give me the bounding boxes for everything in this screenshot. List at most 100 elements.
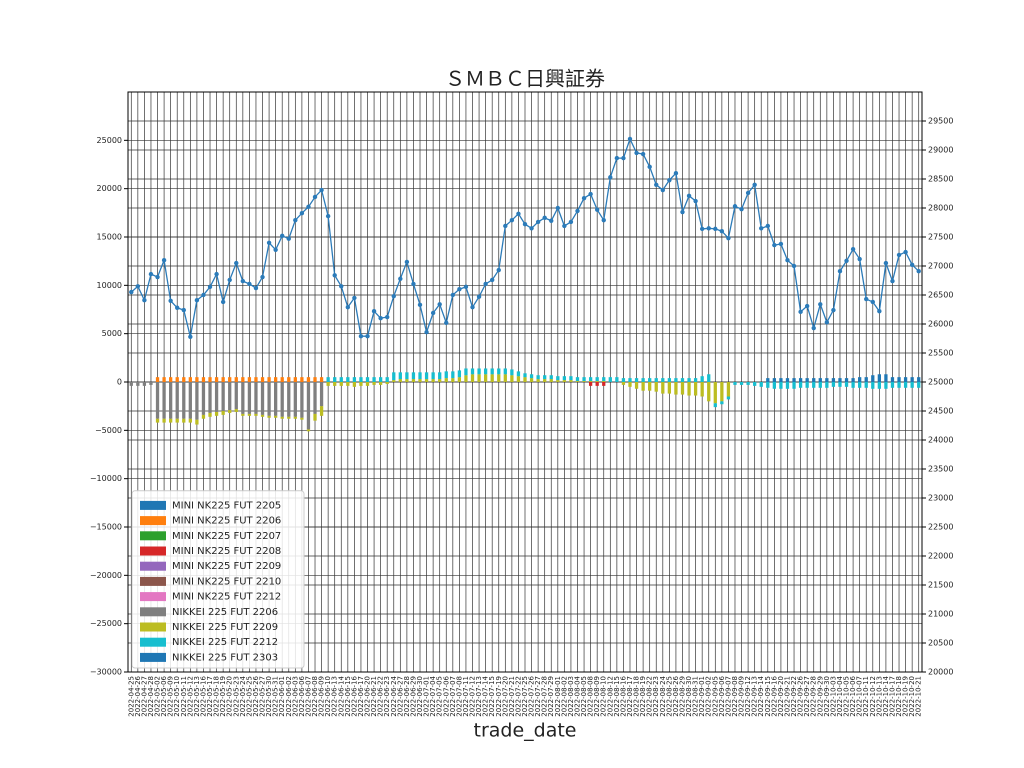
bar xyxy=(851,378,855,382)
bar xyxy=(805,382,809,388)
bar xyxy=(260,377,265,382)
price-point xyxy=(870,299,875,305)
x-tick-label: 2022-09-07 xyxy=(724,676,732,717)
bar xyxy=(306,377,311,382)
y-tick-label: −15000 xyxy=(90,523,122,532)
x-tick-label: 2022-09-05 xyxy=(711,676,719,717)
price-point xyxy=(293,217,298,223)
bar xyxy=(844,378,849,382)
x-tick-label: 2022-10-19 xyxy=(902,676,910,717)
price-point xyxy=(542,215,547,221)
price-point xyxy=(319,187,324,193)
price-point xyxy=(345,304,351,310)
price-point xyxy=(857,256,862,262)
bar xyxy=(234,409,238,412)
x-tick-label: 2022-09-01 xyxy=(698,676,706,717)
x-tick-label: 2022-06-03 xyxy=(291,676,299,717)
bar xyxy=(405,379,409,382)
x-tick-label: 2022-10-18 xyxy=(895,676,903,717)
x-tick-label: 2022-08-23 xyxy=(652,676,660,717)
bar xyxy=(733,382,737,385)
bar xyxy=(595,381,599,382)
y2-tick-label: 20500 xyxy=(928,639,953,648)
price-point xyxy=(686,193,692,199)
bar xyxy=(497,368,501,375)
price-point xyxy=(804,303,810,309)
bar xyxy=(287,416,291,419)
bar xyxy=(319,382,324,407)
x-tick-label: 2022-05-31 xyxy=(272,676,280,717)
price-point xyxy=(280,233,285,239)
x-tick-label: 2022-05-19 xyxy=(219,676,227,717)
bar xyxy=(897,377,901,382)
bar xyxy=(812,378,816,382)
x-tick-label: 2022-09-12 xyxy=(744,676,752,717)
bar xyxy=(254,377,258,382)
bar xyxy=(687,378,691,382)
price-point xyxy=(266,240,272,245)
price-point xyxy=(188,334,193,339)
y-tick-label: 20000 xyxy=(97,184,122,193)
price-point xyxy=(791,263,797,269)
bar xyxy=(405,372,409,380)
x-tick-label: 2022-06-22 xyxy=(377,676,385,717)
x-tick-label: 2022-09-22 xyxy=(790,676,798,717)
bar xyxy=(287,382,291,417)
bar xyxy=(247,413,252,416)
bar xyxy=(149,382,153,385)
price-point xyxy=(332,273,337,278)
x-tick-label: 2022-07-27 xyxy=(534,676,542,717)
bar xyxy=(451,378,455,382)
price-point xyxy=(306,204,311,210)
bar xyxy=(516,376,521,382)
price-point xyxy=(444,320,449,326)
bar xyxy=(739,382,744,385)
price-point xyxy=(916,269,921,274)
bar xyxy=(523,373,527,378)
y-tick-label: −5000 xyxy=(95,426,122,435)
bar xyxy=(628,382,632,387)
bar xyxy=(746,382,750,385)
price-point xyxy=(568,219,574,225)
x-tick-label: 2022-07-04 xyxy=(429,675,437,716)
bar xyxy=(339,382,343,386)
bar xyxy=(674,382,678,395)
bar xyxy=(477,374,481,382)
bar xyxy=(214,377,219,382)
x-tick-label: 2022-07-21 xyxy=(508,676,516,717)
bar xyxy=(575,377,580,382)
x-tick-label: 2022-08-09 xyxy=(593,676,601,717)
x-tick-label: 2022-08-15 xyxy=(613,676,621,717)
y2-tick-label: 26500 xyxy=(928,291,953,300)
bar xyxy=(477,368,481,375)
x-tick-label: 2022-06-10 xyxy=(324,676,332,717)
bar xyxy=(884,382,888,389)
price-point xyxy=(745,190,751,196)
bar xyxy=(201,414,206,419)
bar xyxy=(300,377,304,382)
price-point xyxy=(903,249,908,255)
bar xyxy=(438,372,442,380)
price-point xyxy=(594,207,600,212)
bar xyxy=(339,377,343,382)
x-tick-label: 2022-07-19 xyxy=(495,676,503,717)
bar xyxy=(785,378,790,382)
bar xyxy=(365,377,370,382)
bar xyxy=(602,381,606,382)
bar xyxy=(543,379,547,382)
bar xyxy=(444,378,448,382)
y2-tick-label: 24000 xyxy=(928,436,953,445)
x-tick-label: 2022-07-22 xyxy=(514,676,522,717)
legend-label: MINI NK225 FUT 2210 xyxy=(172,576,281,587)
bar xyxy=(457,370,462,378)
price-point xyxy=(483,281,488,287)
y2-tick-label: 24500 xyxy=(928,407,953,416)
price-point xyxy=(247,281,252,287)
legend-label: MINI NK225 FUT 2207 xyxy=(172,531,281,542)
x-tick-label: 2022-09-06 xyxy=(718,675,726,716)
bar xyxy=(398,379,402,382)
bar xyxy=(831,378,836,382)
bar xyxy=(634,382,639,389)
price-point xyxy=(739,206,744,212)
bar xyxy=(234,377,238,382)
